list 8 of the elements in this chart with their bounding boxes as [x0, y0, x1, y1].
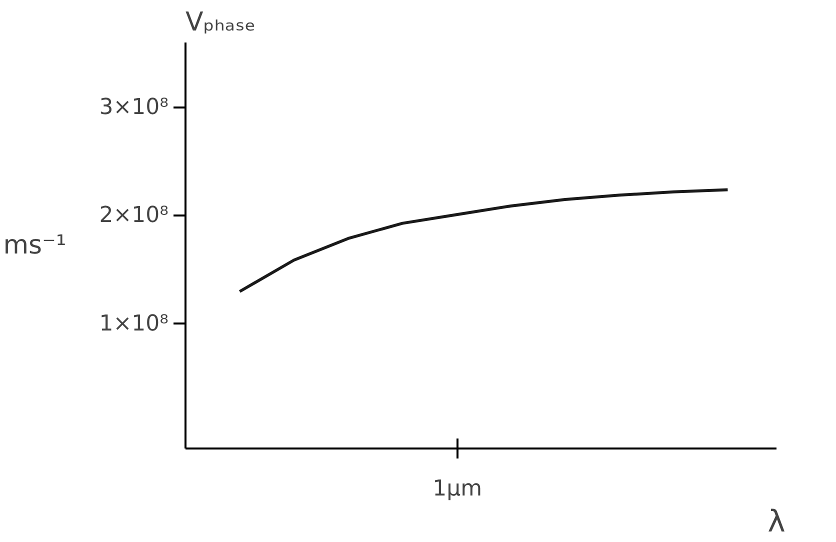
x-axis-title: λ [768, 504, 786, 540]
y-tick-label: 1×10⁸ [99, 311, 169, 336]
text: 1μm [432, 476, 482, 502]
y-tick-label: 2×10⁸ [99, 203, 169, 228]
y-tick-label: 3×10⁸ [99, 94, 169, 120]
chart-title: Vₚₕₐₛₑ [186, 8, 256, 38]
y-axis-title: ms⁻¹ [3, 230, 66, 260]
line-series [238, 188, 730, 294]
